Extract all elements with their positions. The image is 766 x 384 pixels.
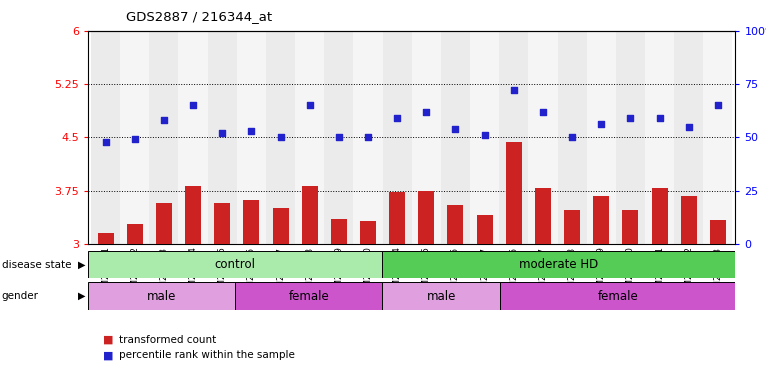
Bar (324, 31, 353, 244)
Bar (623, 210, 638, 244)
Bar (441, 31, 470, 244)
Bar (360, 221, 376, 244)
Point (245, 128, 257, 134)
Text: ■: ■ (103, 335, 114, 345)
Point (362, 134, 374, 140)
Text: gender: gender (2, 291, 38, 301)
Bar (411, 31, 441, 244)
Point (129, 136, 141, 142)
Text: ▶: ▶ (78, 291, 86, 301)
Bar (331, 219, 347, 244)
Text: moderate HD: moderate HD (519, 258, 598, 271)
Point (274, 134, 286, 140)
Bar (703, 31, 732, 244)
Point (421, 109, 433, 115)
Point (508, 87, 520, 93)
Bar (295, 31, 324, 244)
Text: transformed count: transformed count (119, 335, 216, 345)
Bar (353, 31, 382, 244)
Text: male: male (427, 290, 456, 303)
Bar (237, 31, 266, 244)
Bar (88, 251, 382, 278)
Point (391, 115, 403, 121)
Bar (535, 189, 551, 244)
Bar (382, 251, 735, 278)
Bar (185, 185, 201, 244)
Bar (506, 142, 522, 244)
Bar (674, 31, 703, 244)
Bar (558, 31, 587, 244)
Bar (155, 203, 172, 244)
Point (100, 139, 112, 145)
Bar (710, 220, 726, 244)
Bar (88, 282, 235, 310)
Bar (244, 200, 260, 244)
Point (332, 134, 345, 140)
Point (683, 124, 695, 130)
Bar (447, 205, 463, 244)
Bar (178, 31, 208, 244)
Bar (500, 282, 735, 310)
Bar (564, 210, 580, 244)
Point (158, 117, 170, 123)
Text: disease state: disease state (2, 260, 71, 270)
Bar (593, 195, 609, 244)
Text: GDS2887 / 216344_at: GDS2887 / 216344_at (126, 10, 273, 23)
Point (624, 115, 637, 121)
Bar (97, 233, 113, 244)
Bar (470, 31, 499, 244)
Point (187, 102, 199, 108)
Bar (382, 31, 411, 244)
Text: ▶: ▶ (78, 260, 86, 270)
Text: female: female (288, 290, 329, 303)
Point (595, 121, 607, 127)
Point (712, 102, 724, 108)
Bar (382, 282, 500, 310)
Bar (616, 31, 645, 244)
Bar (652, 189, 668, 244)
Point (566, 134, 578, 140)
Bar (389, 192, 405, 244)
Text: female: female (597, 290, 638, 303)
Bar (266, 31, 295, 244)
Bar (235, 282, 382, 310)
Bar (645, 31, 674, 244)
Bar (476, 215, 493, 244)
Bar (587, 31, 616, 244)
Bar (529, 31, 558, 244)
Bar (302, 185, 318, 244)
Bar (126, 224, 142, 244)
Bar (273, 209, 289, 244)
Bar (214, 203, 231, 244)
Point (537, 109, 549, 115)
Text: male: male (147, 290, 176, 303)
Bar (91, 31, 120, 244)
Point (216, 130, 228, 136)
Bar (499, 31, 529, 244)
Bar (208, 31, 237, 244)
Text: control: control (214, 258, 256, 271)
Bar (120, 31, 149, 244)
Point (303, 102, 316, 108)
Point (479, 132, 491, 138)
Text: ■: ■ (103, 350, 114, 360)
Bar (681, 195, 697, 244)
Point (450, 126, 462, 132)
Bar (418, 191, 434, 244)
Bar (149, 31, 178, 244)
Point (653, 115, 666, 121)
Text: percentile rank within the sample: percentile rank within the sample (119, 350, 295, 360)
